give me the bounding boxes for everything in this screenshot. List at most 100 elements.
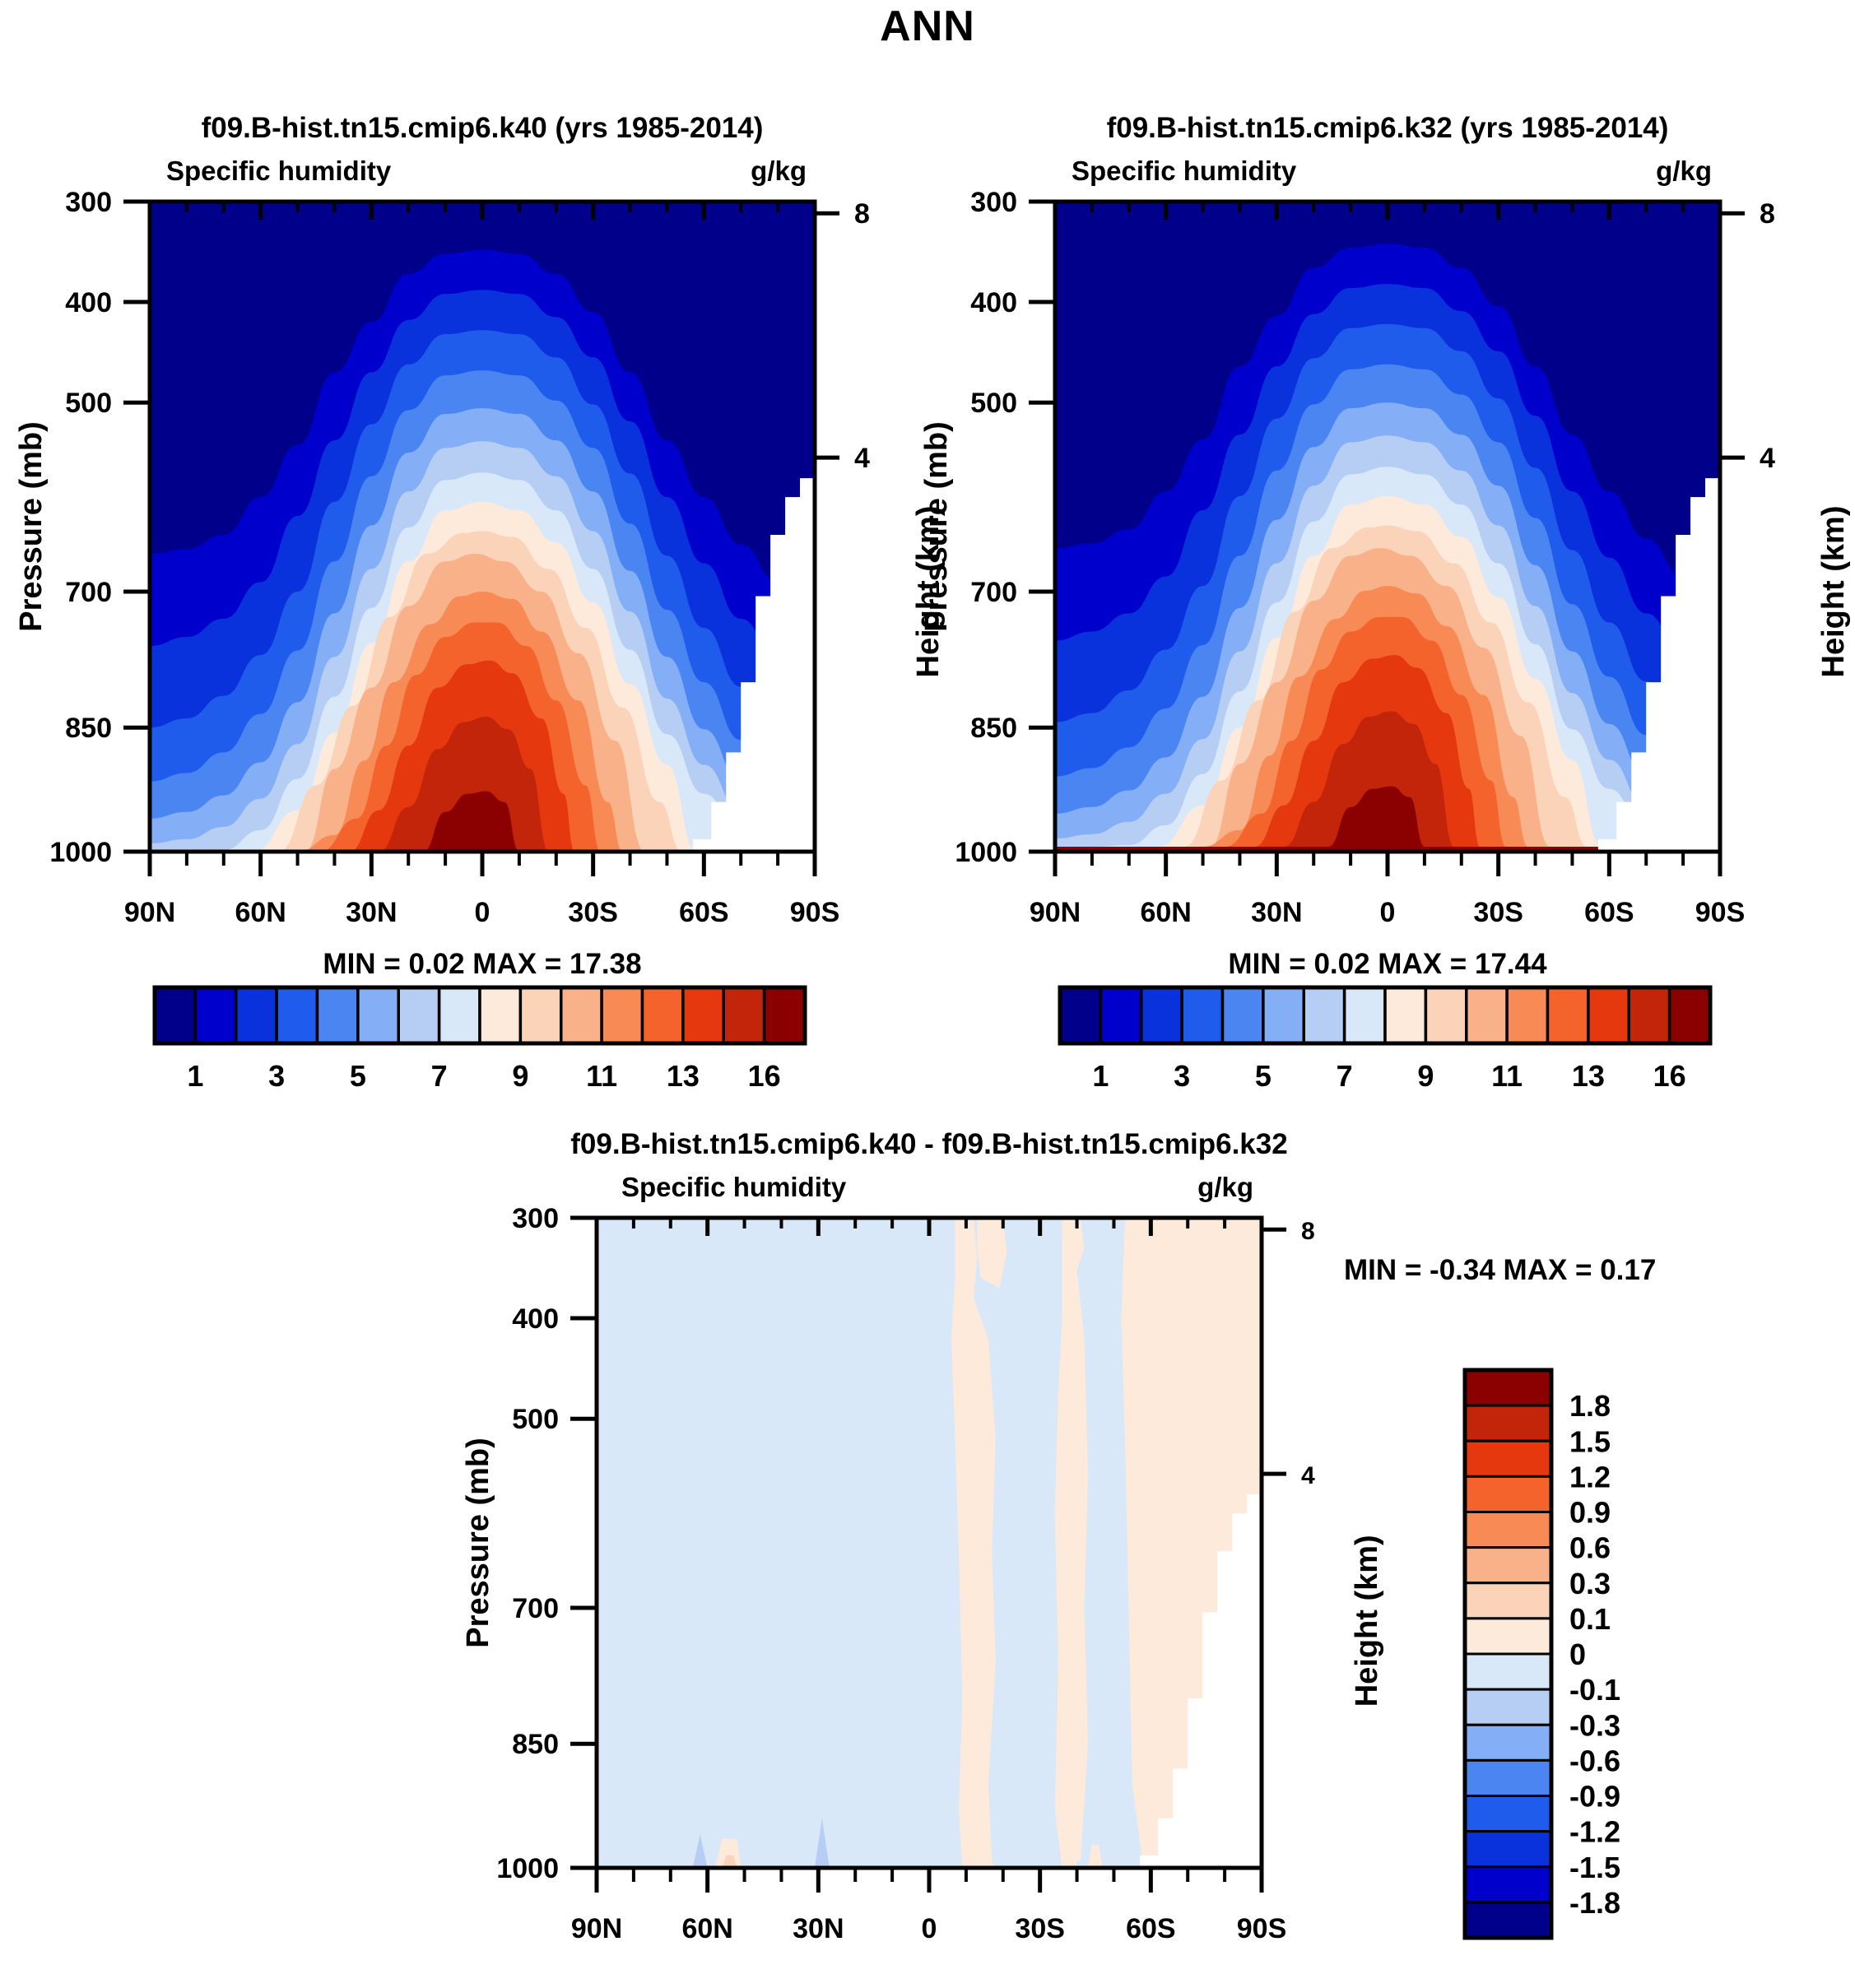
panel-title: f09.B-hist.tn15.cmip6.k32 (yrs 1985-2014…: [1107, 112, 1669, 144]
y2-tick-label: 4: [1760, 443, 1775, 474]
colorbar-tick-label: 5: [350, 1059, 366, 1093]
colorbar-swatch: [1463, 1758, 1553, 1797]
terrain-mask: [1139, 1494, 1262, 1868]
x-tick-label: 60N: [1140, 897, 1191, 928]
y2-axis-title: Height (km): [1816, 506, 1851, 678]
colorbar-frame: [1462, 1368, 1554, 1940]
colorbar-swatch: [153, 986, 198, 1045]
y2-tick-label: 4: [854, 443, 870, 474]
y2-tick-label: 8: [1301, 1218, 1315, 1245]
y-tick-label: 300: [512, 1203, 559, 1234]
colorbar-tick-label: 3: [1174, 1059, 1190, 1093]
colorbar-tick-label: 7: [1337, 1059, 1353, 1093]
colorbar-swatch: [1463, 1404, 1553, 1442]
colorbar-tick-label: -1.2: [1569, 1815, 1620, 1849]
y-tick-label: 850: [65, 713, 112, 744]
colorbar-swatch: [1342, 986, 1387, 1045]
difference-field: [597, 1218, 1262, 1868]
y-axis-title: Pressure (mb): [461, 1438, 495, 1648]
colorbar-swatch: [1140, 986, 1183, 1045]
contour-band: [150, 791, 815, 852]
x-tick-label: 0: [1380, 897, 1396, 928]
colorbar-swatch: [1463, 1617, 1553, 1656]
colorbar-swatch: [1058, 986, 1103, 1045]
colorbar-swatch: [762, 986, 807, 1045]
difference-anomaly: [1062, 1830, 1077, 1868]
contour-field: [150, 202, 815, 852]
y-tick-label: 500: [65, 388, 112, 419]
x-tick-label: 60S: [1126, 1913, 1176, 1944]
x-tick-label: 90S: [1237, 1913, 1287, 1944]
colorbar-swatch: [356, 986, 400, 1045]
x-tick-label: 60N: [235, 897, 286, 928]
colorbar-swatch: [1099, 986, 1143, 1045]
terrain-mask: [1597, 478, 1720, 852]
colorbar-swatch: [518, 986, 563, 1045]
colorbar-tick-label: -0.1: [1569, 1673, 1620, 1707]
colorbar-frame: [1058, 985, 1713, 1046]
colorbar-swatch: [397, 986, 441, 1045]
y2-tick-label: 4: [1301, 1462, 1315, 1489]
colorbar-swatch: [1463, 1688, 1553, 1726]
colorbar-tick-label: 13: [1572, 1059, 1605, 1093]
y-tick-label: 500: [512, 1404, 559, 1435]
y-tick-label: 700: [65, 577, 112, 608]
colorbar-swatch: [1546, 986, 1590, 1045]
panel-variable-label: Specific humidity: [166, 156, 392, 186]
colorbar-tick-label: 1.8: [1569, 1389, 1611, 1423]
colorbar-tick-label: 1.5: [1569, 1424, 1611, 1458]
colorbar-swatch: [1220, 986, 1265, 1045]
colorbar-swatch: [315, 986, 360, 1045]
panel-variable-label: Specific humidity: [621, 1172, 847, 1202]
panel-minmax-label: MIN = 0.02 MAX = 17.44: [1228, 948, 1547, 980]
colorbar-tick-label: 9: [1417, 1059, 1434, 1093]
y-tick-label: 400: [512, 1303, 559, 1335]
y2-axis-title: Height (km): [911, 506, 946, 678]
x-tick-label: 90N: [124, 897, 175, 928]
colorbar-swatch: [1627, 986, 1671, 1045]
y-tick-label: 700: [970, 577, 1017, 608]
colorbar-tick-label: -1.8: [1569, 1886, 1620, 1920]
x-tick-label: 30S: [1473, 897, 1523, 928]
y2-tick-label: 8: [854, 198, 870, 230]
panel-title: f09.B-hist.tn15.cmip6.k40 - f09.B-hist.t…: [570, 1128, 1287, 1160]
x-tick-label: 60S: [679, 897, 729, 928]
difference-band: [977, 1218, 1007, 1289]
colorbar-tick-label: 1: [1092, 1059, 1109, 1093]
y-tick-label: 400: [970, 287, 1017, 318]
colorbar-tick-label: 5: [1255, 1059, 1272, 1093]
difference-band: [951, 1218, 996, 1868]
colorbar-swatch: [722, 986, 766, 1045]
colorbar-swatch: [1463, 1546, 1553, 1585]
x-tick-label: 30N: [346, 897, 397, 928]
y-axis-title: Pressure (mb): [919, 421, 954, 632]
colorbar-tick-label: 1.2: [1569, 1460, 1611, 1493]
colorbar-swatch: [1383, 986, 1428, 1045]
colorbar-tick-label: -0.6: [1569, 1744, 1620, 1777]
colorbar-swatch: [681, 986, 725, 1045]
x-tick-label: 90S: [1695, 897, 1746, 928]
colorbar-swatch: [1463, 1511, 1553, 1549]
y-tick-label: 400: [65, 287, 112, 318]
colorbar-swatch: [1262, 986, 1305, 1045]
colorbar-tick-label: -0.3: [1569, 1708, 1620, 1742]
colorbar-tick-label: 1: [187, 1059, 203, 1093]
y-tick-label: 300: [970, 187, 1017, 218]
x-tick-label: 90N: [1030, 897, 1081, 928]
difference-anomaly: [814, 1818, 830, 1868]
x-tick-label: 30S: [568, 897, 618, 928]
difference-anomaly: [692, 1834, 708, 1868]
panel-minmax-label: MIN = 0.02 MAX = 17.38: [323, 948, 641, 980]
difference-band: [1054, 1218, 1089, 1868]
colorbar-swatch: [1302, 986, 1346, 1045]
colorbar-tick-label: 0: [1569, 1637, 1586, 1671]
colorbar-tick-label: 0.9: [1569, 1496, 1611, 1530]
x-tick-label: 30S: [1015, 1913, 1065, 1944]
colorbar-swatch: [193, 986, 238, 1045]
colorbar-tick-label: 16: [748, 1059, 781, 1093]
colorbar-tick-label: 3: [268, 1059, 285, 1093]
colorbar-swatch: [1463, 1830, 1553, 1869]
y2-axis-title: Height (km): [1350, 1535, 1384, 1707]
colorbar-swatch: [1463, 1901, 1553, 1939]
